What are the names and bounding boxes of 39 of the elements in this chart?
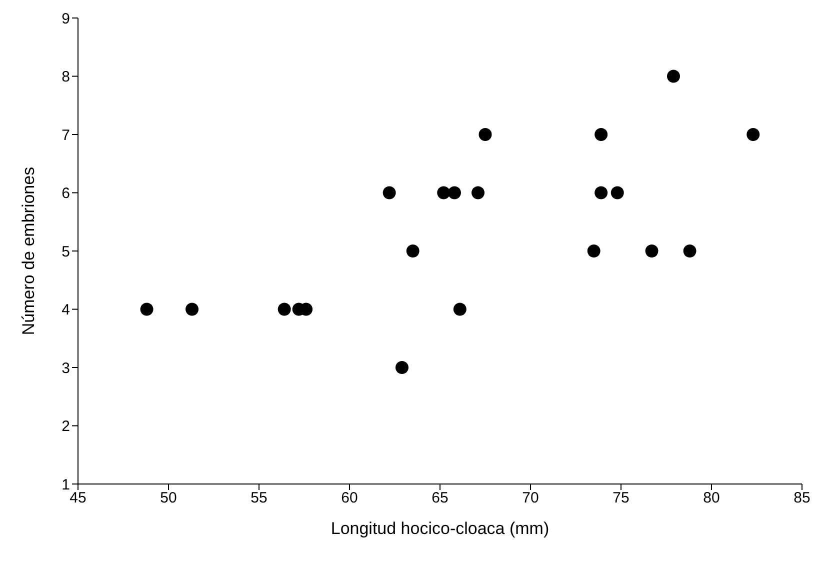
point	[478, 128, 492, 141]
x-tick-label: 55	[250, 490, 268, 507]
y-tick-label: 5	[62, 243, 70, 260]
point	[448, 186, 461, 200]
y-tick-label: 3	[62, 360, 70, 377]
point	[406, 244, 420, 258]
point	[683, 244, 696, 258]
point	[395, 361, 408, 374]
point	[278, 302, 291, 316]
y-axis-title: Número de embriones	[19, 166, 38, 336]
y-tick-label: 6	[62, 185, 70, 202]
point	[587, 244, 600, 258]
x-tick-label: 65	[432, 490, 448, 507]
point	[472, 186, 485, 200]
x-tick-label: 45	[70, 490, 86, 507]
x-tick-label: 70	[522, 490, 539, 507]
x-tick-label: 60	[341, 490, 358, 507]
point	[645, 244, 658, 258]
point	[666, 70, 680, 83]
y-tick-label: 8	[62, 68, 70, 86]
y-tick-label: 4	[62, 302, 70, 319]
x-axis-title: Longitud hocico-cloaca (mm)	[330, 519, 550, 538]
point	[594, 186, 608, 200]
point	[140, 302, 154, 316]
point	[186, 302, 199, 316]
point	[382, 186, 396, 200]
point	[594, 128, 608, 141]
point	[437, 186, 450, 200]
point	[746, 128, 760, 141]
y-tick-label: 1	[62, 476, 70, 494]
x-tick-label: 80	[703, 490, 720, 507]
point	[453, 302, 466, 316]
point	[610, 186, 624, 200]
y-tick-label: 2	[62, 418, 70, 436]
x-tick-label: 75	[612, 490, 630, 507]
y-tick-label: 9	[62, 10, 70, 28]
y-tick-label: 7	[62, 126, 70, 144]
x-tick-label: 85	[794, 490, 810, 507]
x-tick-label: 50	[160, 490, 177, 507]
